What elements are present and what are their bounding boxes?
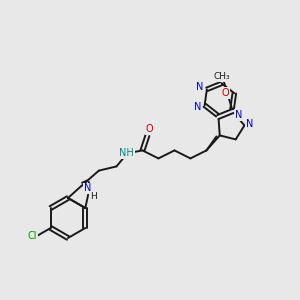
Text: N: N: [194, 102, 201, 112]
Text: H: H: [90, 192, 97, 201]
Text: N: N: [235, 110, 242, 120]
Text: O: O: [146, 124, 153, 134]
Text: NH: NH: [119, 148, 134, 158]
Text: N: N: [84, 183, 91, 194]
Text: CH₃: CH₃: [213, 72, 230, 81]
Text: N: N: [196, 82, 204, 92]
Text: N: N: [246, 119, 253, 129]
Text: Cl: Cl: [27, 231, 37, 241]
Text: O: O: [222, 88, 229, 98]
